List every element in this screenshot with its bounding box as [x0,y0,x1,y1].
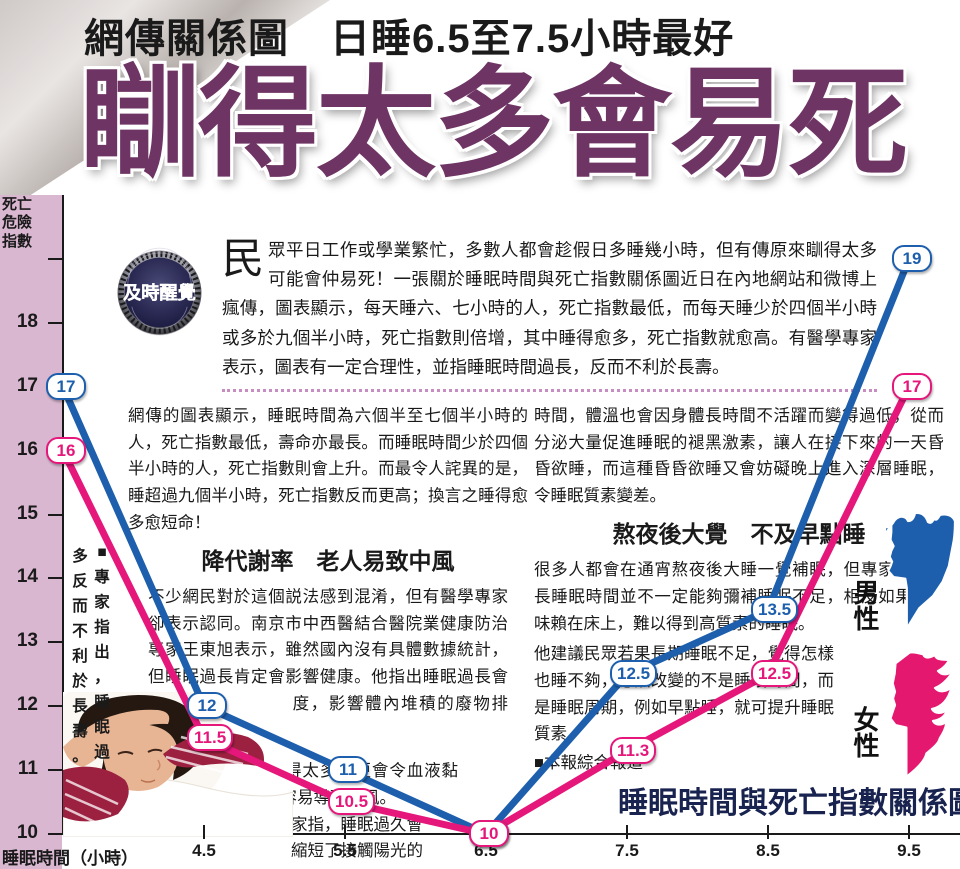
svg-text:及時醒覺: 及時醒覺 [123,282,196,303]
